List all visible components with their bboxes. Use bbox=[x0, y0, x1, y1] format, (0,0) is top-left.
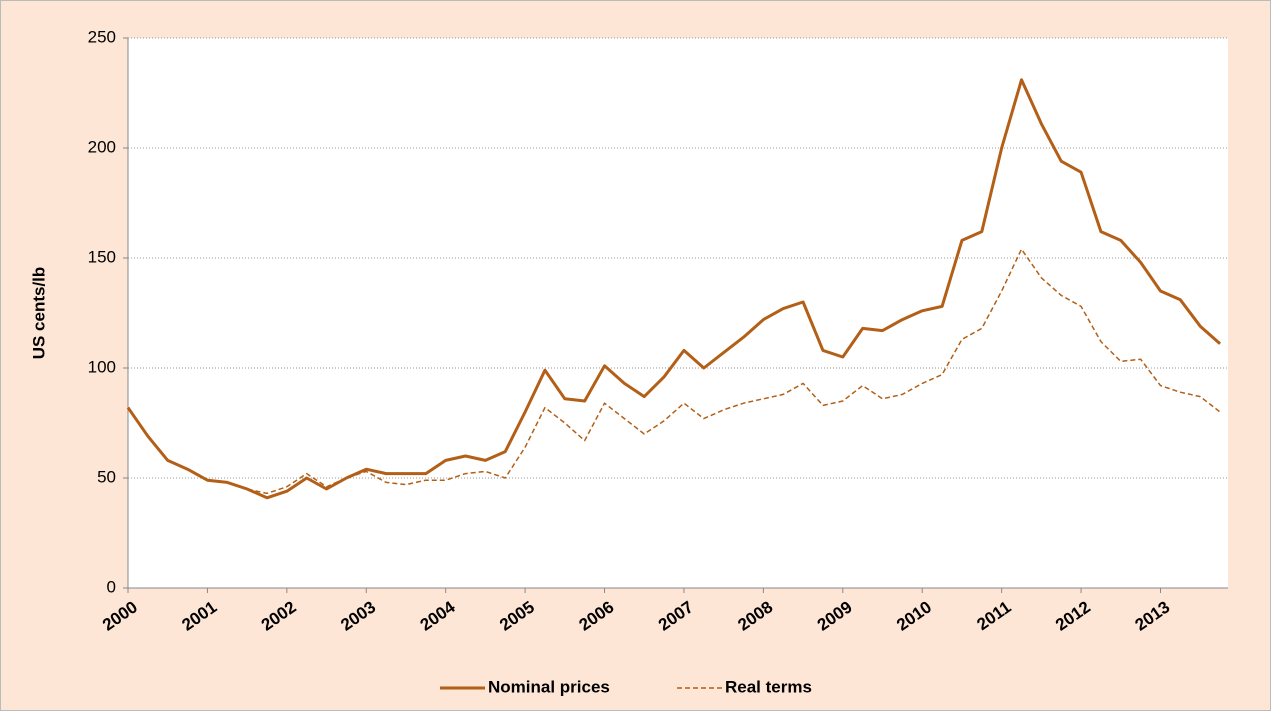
plot-area bbox=[128, 38, 1228, 588]
y-tick-label: 200 bbox=[88, 137, 116, 156]
line-series bbox=[126, 78, 1222, 500]
y-tick-label: 150 bbox=[88, 247, 116, 266]
y-tick-label: 250 bbox=[88, 27, 116, 46]
y-tick-label: 0 bbox=[107, 577, 116, 596]
y-axis-label: US cents/lb bbox=[29, 267, 48, 360]
y-tick-label: 100 bbox=[88, 357, 116, 376]
y-tick-label: 50 bbox=[97, 467, 116, 486]
legend-label: Nominal prices bbox=[488, 677, 610, 696]
legend-label: Real terms bbox=[725, 677, 812, 696]
line-series bbox=[127, 248, 1221, 495]
